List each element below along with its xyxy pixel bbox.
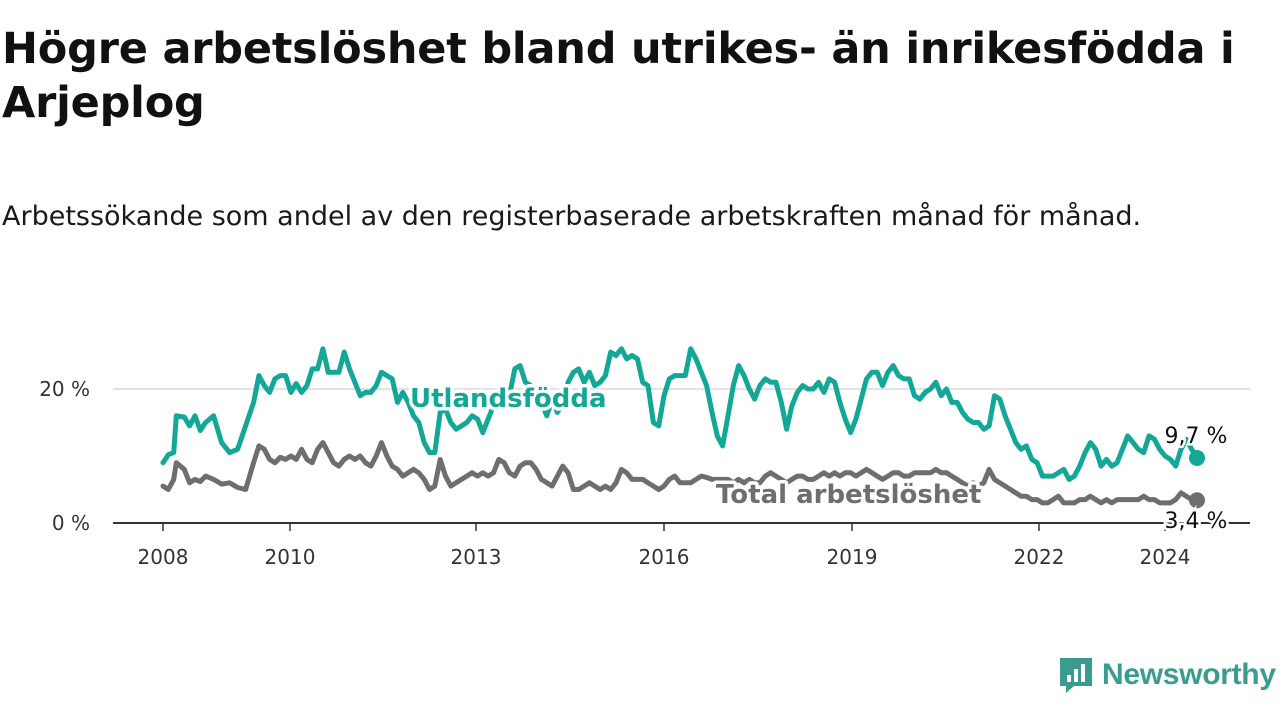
x-tick-label: 2016 [639,545,690,569]
series-label-total: Total arbetslöshet [716,480,981,510]
series-end-point [1189,492,1205,509]
chart-title: Högre arbetslöshet bland utrikes- än inr… [2,24,1235,128]
y-tick-label: 0 % [52,511,90,535]
series-lines [160,346,1205,509]
series-label-utlandsfodda: Utlandsfödda [410,384,607,414]
newsworthy-logo: Newsworthy [1058,654,1276,696]
end-value-total: 3,4 % [1165,509,1228,534]
x-tick-label: 2010 [265,545,316,569]
chart-subtitle: Arbetssökande som andel av den registerb… [2,201,1142,232]
x-tick-label: 2019 [827,545,878,569]
brand-name: Newsworthy [1102,658,1276,691]
x-axis: 2008 2010 2013 2016 2019 2022 2024 [113,522,1250,569]
x-tick-label: 2008 [138,545,189,569]
series-line-utlandsfodda [160,346,1200,482]
series-line-total [160,440,1200,506]
x-tick-label: 2022 [1014,545,1065,569]
gridlines: 0 % 20 % [39,377,1250,535]
end-value-utlandsfodda: 9,7 % [1165,424,1228,449]
x-tick-label: 2013 [451,545,502,569]
series-end-point [1189,450,1205,467]
series-labels: Utlandsfödda Total arbetslöshet 9,7 % 3,4 % [407,381,1230,537]
y-tick-label: 20 % [39,377,90,401]
newsworthy-logo-icon [1060,658,1092,693]
x-tick-label: 2024 [1140,545,1191,569]
